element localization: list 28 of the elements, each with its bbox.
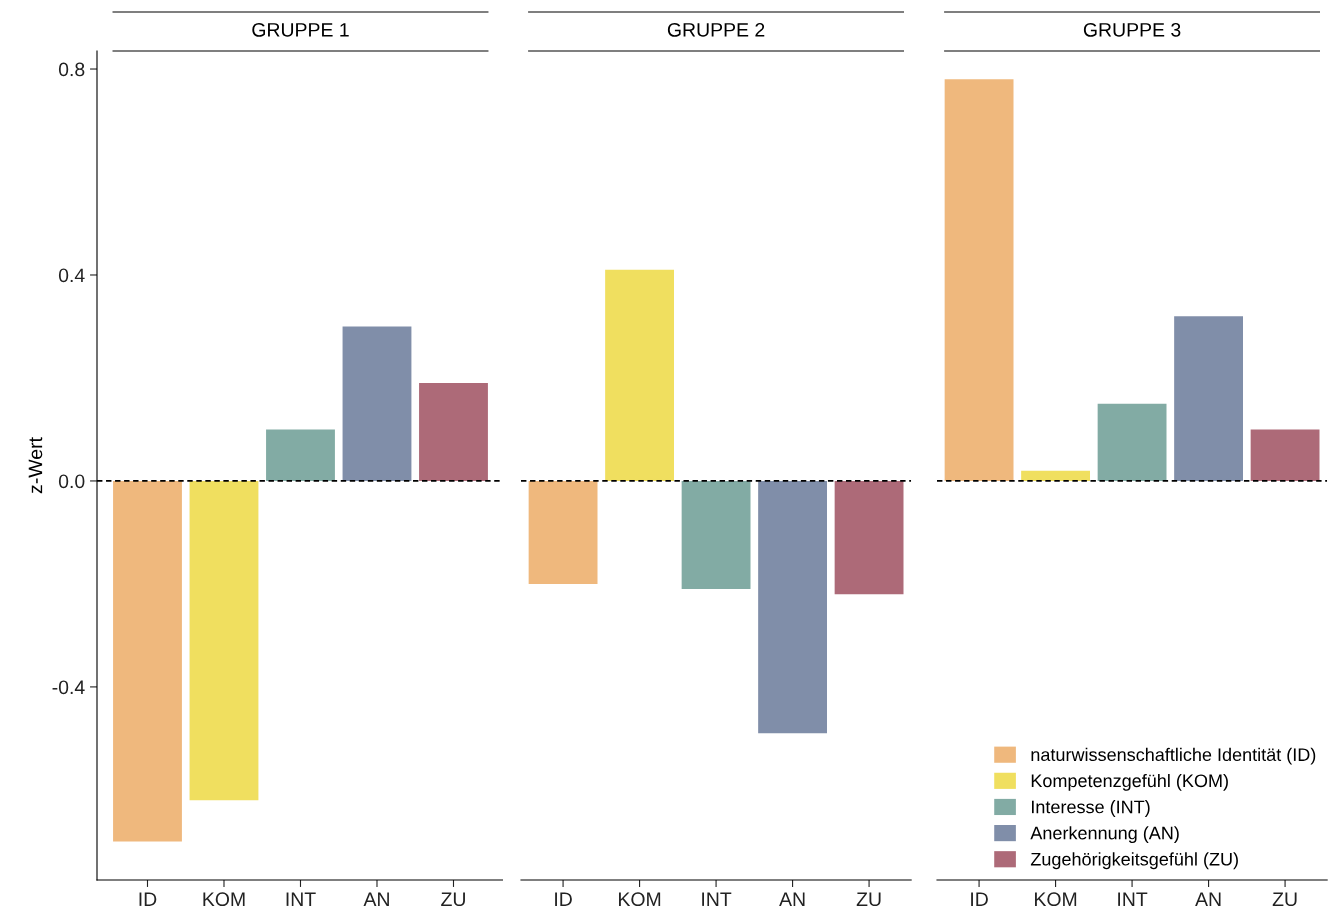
y-tick-label: -0.4 — [52, 680, 85, 695]
x-tick-label: AN — [363, 892, 389, 906]
x-tick-label: ZU — [1272, 892, 1297, 907]
chart-title: GRUPPE 1 — [252, 22, 349, 37]
x-tick-label: AN — [1195, 892, 1221, 906]
y-tick-label: 0.0 — [58, 474, 85, 489]
legend-label: Kompetenzgefühl (KOM) — [1031, 773, 1228, 791]
y-tick-label: 0.4 — [58, 268, 85, 283]
x-tick-label: KOM — [619, 892, 661, 907]
x-tick-label: ID — [139, 892, 157, 906]
legend-label: Zugehörigkeitsgefühl (ZU) — [1030, 852, 1238, 870]
chart-title: GRUPPE 2 — [667, 22, 765, 37]
x-tick-label: KOM — [1035, 892, 1077, 907]
x-tick-label: AN — [779, 892, 805, 906]
x-tick-label: ID — [971, 892, 988, 906]
legend-label: naturwissenschaftliche Identität (ID) — [1031, 747, 1316, 765]
x-tick-label: ZU — [856, 892, 881, 907]
legend-label: Anerkennung (AN) — [1030, 826, 1179, 844]
x-tick-label: ZU — [441, 892, 465, 907]
y-tick-label: 0.8 — [58, 62, 85, 77]
legend-label: Interesse (INT) — [1032, 800, 1150, 817]
chart-title: GRUPPE 3 — [1083, 22, 1181, 37]
x-tick-label: INT — [1118, 892, 1148, 906]
x-tick-label: INT — [286, 892, 316, 906]
x-tick-label: KOM — [203, 892, 245, 907]
y-axis-title: z-Wert — [28, 437, 43, 494]
x-tick-label: ID — [555, 892, 572, 906]
x-tick-label: INT — [702, 892, 732, 906]
